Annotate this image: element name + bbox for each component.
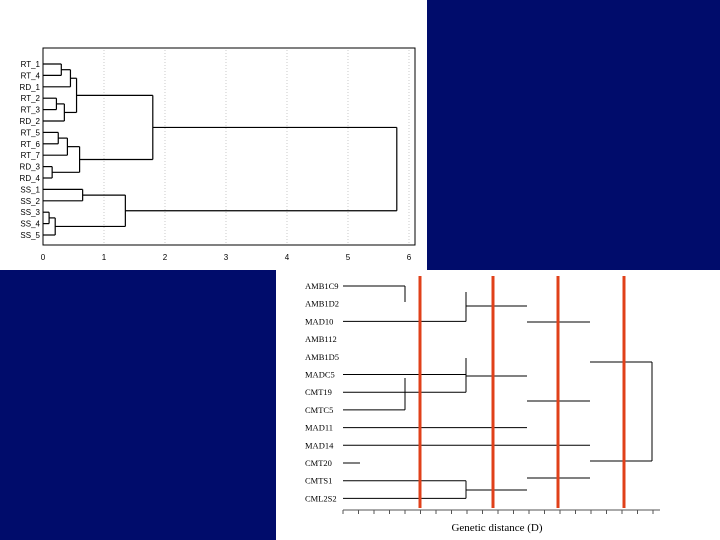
leaf-label: AMB112 [305, 334, 337, 344]
x-tick-label: 1 [102, 253, 107, 262]
x-tick-label: 2 [163, 253, 168, 262]
leaf-label: RT_6 [21, 140, 41, 149]
leaf-label: RT_4 [21, 71, 41, 80]
dendrogram-bottom: AMB1C9 AMB1D2 MAD10 AMB112 AMB1D5 MADC5 CMT19 C… [305, 276, 660, 534]
leaf-label: CML2S2 [305, 493, 337, 503]
x-tick-label: 3 [224, 253, 229, 262]
leaf-label: RD_3 [20, 163, 41, 172]
x-tick-label: 0 [41, 253, 46, 262]
leaf-label: RT_7 [21, 151, 41, 160]
leaf-label: MADC5 [305, 370, 335, 380]
leaf-label: MAD14 [305, 440, 334, 450]
navy-block-bottom-left [0, 270, 276, 540]
x-axis-title: Genetic distance (D) [451, 522, 542, 534]
leaf-label: SS_3 [20, 208, 40, 217]
leaf-label: RD_1 [20, 83, 41, 92]
leaf-label: CMTC5 [305, 405, 333, 415]
x-tick-label: 5 [346, 253, 351, 262]
leaf-label: RD_4 [20, 174, 41, 183]
x-tick-label: 4 [285, 253, 290, 262]
leaf-label: RT_2 [21, 94, 41, 103]
leaf-label: SS_1 [20, 185, 40, 194]
leaf-label: SS_4 [20, 220, 40, 229]
plot-frame [42, 47, 416, 246]
leaf-label: MAD11 [305, 423, 333, 433]
navy-block-top-right [427, 0, 720, 270]
leaf-label: AMB1C9 [305, 281, 339, 291]
leaf-label: CMT20 [305, 458, 332, 468]
x-tick-label: 6 [407, 253, 412, 262]
leaf-label: RD_2 [20, 117, 41, 126]
leaf-label: AMB1D5 [305, 352, 339, 362]
leaf-label: SS_2 [20, 197, 40, 206]
leaf-label: CMTS1 [305, 476, 332, 486]
dendrogram-top: RT_1 RT_4 RD_1 RT_2 RT_3 RD_2 RT_5 RT_6 RT_7 RD_3… [20, 47, 416, 262]
leaf-label: RT_1 [21, 60, 41, 69]
leaf-label: SS_5 [20, 231, 40, 240]
leaf-label: RT_3 [21, 106, 41, 115]
leaf-label: CMT19 [305, 387, 332, 397]
leaf-label: AMB1D2 [305, 299, 339, 309]
leaf-label: MAD10 [305, 316, 333, 326]
leaf-label: RT_5 [21, 128, 41, 137]
